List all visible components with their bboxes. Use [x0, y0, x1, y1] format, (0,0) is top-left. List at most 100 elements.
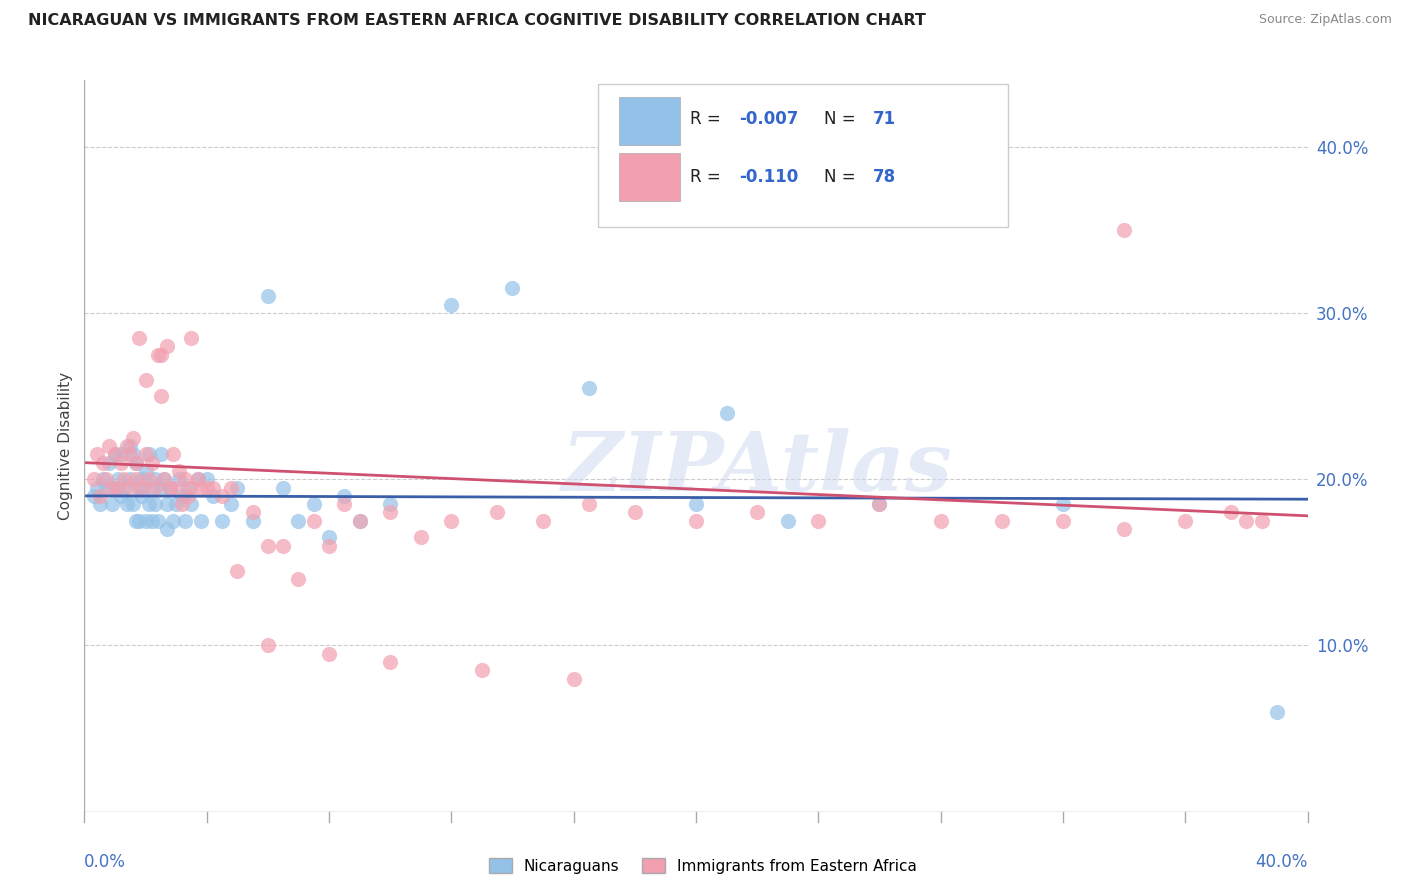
Text: 71: 71 [873, 110, 897, 128]
Point [271, 539, 294, 553]
Point [211, 514, 233, 528]
Point [440, 514, 463, 528]
Point [776, 514, 799, 528]
Point [115, 439, 138, 453]
Point [333, 497, 356, 511]
Point [86, 447, 108, 461]
Point [156, 339, 179, 353]
Point [120, 439, 142, 453]
Point [125, 456, 148, 470]
Point [135, 372, 157, 386]
Text: -0.110: -0.110 [738, 168, 799, 186]
Point [120, 481, 142, 495]
Point [287, 514, 309, 528]
Point [318, 539, 340, 553]
Point [349, 514, 371, 528]
Point [143, 481, 166, 495]
Point [112, 472, 135, 486]
Text: 40.0%: 40.0% [1256, 854, 1308, 871]
Point [502, 281, 524, 295]
Point [242, 514, 264, 528]
Point [149, 389, 172, 403]
Point [115, 497, 138, 511]
Point [180, 331, 202, 345]
Point [201, 481, 224, 495]
Point [685, 497, 707, 511]
Point [153, 472, 176, 486]
Point [146, 514, 169, 528]
Point [128, 331, 150, 345]
Point [156, 522, 179, 536]
Point [86, 481, 108, 495]
Point [146, 347, 169, 362]
Point [83, 472, 105, 486]
Point [104, 447, 127, 461]
Text: R =: R = [690, 168, 725, 186]
Point [201, 489, 224, 503]
Point [174, 472, 197, 486]
Point [110, 456, 132, 470]
Point [226, 481, 249, 495]
Point [141, 456, 163, 470]
Point [624, 506, 647, 520]
Point [380, 497, 402, 511]
Point [1265, 705, 1288, 719]
Point [1174, 514, 1197, 528]
Point [89, 489, 111, 503]
Point [122, 431, 145, 445]
Point [149, 447, 172, 461]
Point [94, 472, 117, 486]
Point [177, 481, 200, 495]
Point [91, 456, 114, 470]
Point [131, 481, 153, 495]
Point [257, 289, 280, 303]
Point [302, 514, 325, 528]
Point [167, 472, 190, 486]
Text: NICARAGUAN VS IMMIGRANTS FROM EASTERN AFRICA COGNITIVE DISABILITY CORRELATION CH: NICARAGUAN VS IMMIGRANTS FROM EASTERN AF… [28, 13, 927, 29]
Point [149, 481, 172, 495]
Point [172, 489, 194, 503]
Point [302, 497, 325, 511]
Point [89, 497, 111, 511]
Point [807, 514, 830, 528]
Point [1114, 522, 1136, 536]
Point [349, 514, 371, 528]
Point [122, 497, 145, 511]
Point [122, 447, 145, 461]
Point [162, 447, 184, 461]
Legend: Nicaraguans, Immigrants from Eastern Africa: Nicaraguans, Immigrants from Eastern Afr… [482, 852, 924, 880]
Y-axis label: Cognitive Disability: Cognitive Disability [58, 372, 73, 520]
Point [578, 497, 600, 511]
Point [120, 447, 142, 461]
Point [186, 472, 208, 486]
Point [1052, 514, 1074, 528]
Point [131, 472, 153, 486]
Point [128, 481, 150, 495]
Point [112, 481, 135, 495]
Point [83, 489, 105, 503]
Point [226, 564, 249, 578]
Point [104, 447, 127, 461]
Point [125, 456, 148, 470]
Point [318, 647, 340, 661]
Point [159, 481, 181, 495]
Point [287, 572, 309, 586]
Point [1114, 223, 1136, 237]
Point [167, 464, 190, 478]
Point [685, 514, 707, 528]
FancyBboxPatch shape [619, 153, 681, 201]
Point [190, 481, 212, 495]
Point [101, 481, 124, 495]
Point [162, 514, 184, 528]
Point [991, 514, 1014, 528]
Point [138, 447, 160, 461]
Point [562, 672, 585, 686]
Point [1220, 506, 1243, 520]
Point [125, 514, 148, 528]
Text: ZIPAtlas: ZIPAtlas [561, 428, 953, 508]
Point [149, 347, 172, 362]
Point [172, 497, 194, 511]
Text: 0.0%: 0.0% [84, 854, 127, 871]
Point [219, 481, 242, 495]
Point [747, 506, 769, 520]
